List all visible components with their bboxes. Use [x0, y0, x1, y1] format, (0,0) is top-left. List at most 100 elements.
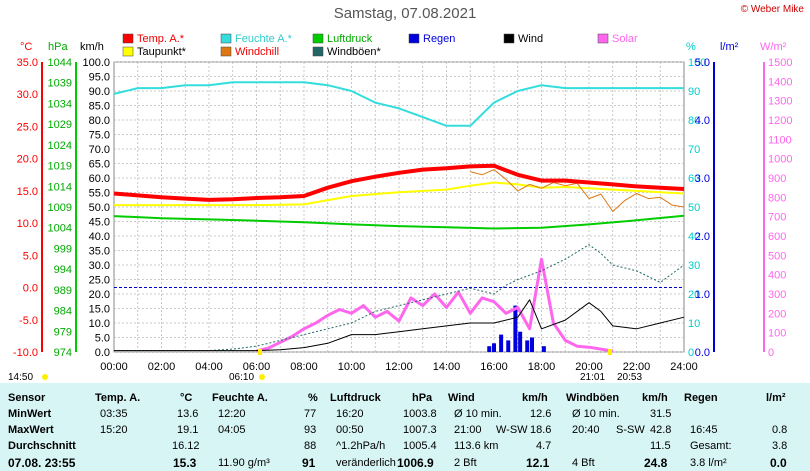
press-min-time: 16:20 — [336, 408, 364, 420]
kmh-tick-label: 55.0 — [89, 188, 110, 200]
solar-tick-label: 200 — [768, 308, 786, 320]
wind-unit: km/h — [522, 392, 548, 404]
solar-tick-label: 1000 — [768, 154, 792, 166]
pct-tick-label: 100 — [688, 57, 706, 69]
sunrise-label: 06:10 — [229, 372, 254, 383]
hpa-tick-label: 1009 — [48, 202, 72, 214]
stats-table: Sensor Temp. A. °C Feuchte A. % Luftdruc… — [0, 383, 810, 471]
press-max-time: 00:50 — [336, 424, 364, 436]
pct-tick-label: 30 — [688, 260, 700, 272]
legend-label-rain: Regen — [423, 33, 455, 45]
press-header: Luftdruck — [330, 392, 381, 404]
legend-swatch-dewpoint — [122, 46, 134, 57]
hpa-tick-label: 1039 — [48, 78, 72, 90]
temp-unit: °C — [180, 392, 193, 404]
rain-bar — [487, 346, 492, 352]
kmh-tick-label: 0.0 — [95, 347, 110, 359]
solar-tick-label: 400 — [768, 270, 786, 282]
hum-max-time: 04:05 — [218, 424, 246, 436]
pct-tick-label: 40 — [688, 231, 700, 243]
hpa-tick-label: 984 — [54, 306, 72, 318]
hum-min: 77 — [304, 408, 317, 420]
row-label-min: MinWert — [8, 408, 52, 420]
legend-swatch-humidity — [220, 33, 232, 44]
kmh-tick-label: 15.0 — [89, 304, 110, 316]
rain-tick-label: 1.0 — [695, 289, 710, 301]
wind-v1: 12.6 — [530, 408, 552, 420]
legend-label-dewpoint: Taupunkt* — [137, 46, 187, 58]
row-label-avg: Durchschnitt — [8, 440, 76, 452]
rain-bar — [525, 340, 530, 352]
hum-cur: 91 — [302, 456, 316, 470]
gust-v2: 42.8 — [650, 424, 672, 436]
kmh-tick-label: 90.0 — [89, 86, 110, 98]
wind-l3: 113.6 km — [454, 440, 499, 452]
kmh-tick-label: 95.0 — [89, 72, 110, 84]
rain-bar — [518, 331, 523, 352]
x-tick-label: 24:00 — [670, 361, 698, 373]
hpa-tick-label: 979 — [54, 326, 72, 338]
hum-min-time: 12:20 — [218, 408, 246, 420]
series-line-dewpoint — [114, 181, 685, 207]
temp-tick-label: 0.0 — [23, 283, 38, 295]
legend-label-gust: Windböen* — [327, 46, 382, 58]
sunrise-marker — [258, 349, 262, 355]
kmh-tick-label: 60.0 — [89, 173, 110, 185]
rain-axis-unit: l/m² — [720, 41, 739, 53]
legend-label-pressure: Luftdruck — [327, 33, 373, 45]
kmh-tick-label: 80.0 — [89, 115, 110, 127]
hum-header: Feuchte A. — [212, 392, 268, 404]
pct-tick-label: 50 — [688, 202, 700, 214]
wind-header: Wind — [448, 392, 475, 404]
solar-tick-label: 300 — [768, 289, 786, 301]
gust-v1: 31.5 — [650, 408, 672, 420]
pct-tick-label: 80 — [688, 115, 700, 127]
hum-abs: 11.90 g/m³ — [218, 457, 270, 469]
rain-tick-label: 4.0 — [695, 115, 710, 127]
press-unit: hPa — [412, 392, 433, 404]
rain-bar — [492, 343, 496, 352]
pct-tick-label: 90 — [688, 86, 700, 98]
solar-tick-label: 1300 — [768, 96, 792, 108]
row-label-max: MaxWert — [8, 424, 54, 436]
kmh-tick-label: 10.0 — [89, 318, 110, 330]
temp-min: 13.6 — [177, 408, 199, 420]
legend-label-temp: Temp. A.* — [137, 33, 185, 45]
rain-v2: 0.8 — [772, 424, 788, 436]
solar-tick-label: 600 — [768, 231, 786, 243]
rain-bar — [541, 346, 546, 352]
hpa-tick-label: 974 — [54, 347, 72, 359]
solar-tick-label: 1500 — [768, 57, 792, 69]
solar-tick-label: 1400 — [768, 76, 792, 88]
press-change-label: veränderlich — [336, 457, 396, 469]
temp-avg: 16.12 — [172, 440, 200, 452]
hpa-tick-label: 1019 — [48, 161, 72, 173]
rain-l2-time: 16:45 — [690, 424, 718, 436]
press-avg: 1005.4 — [403, 440, 437, 452]
temp-tick-label: -10.0 — [13, 347, 38, 359]
hpa-tick-label: 1044 — [48, 57, 72, 69]
x-tick-label: 00:00 — [100, 361, 128, 373]
rain-tick-label: 3.0 — [695, 173, 710, 185]
sunset-marker — [608, 349, 612, 355]
solar-tick-label: 1200 — [768, 115, 792, 127]
kmh-tick-label: 75.0 — [89, 130, 110, 142]
temp-axis-unit: °C — [20, 41, 32, 53]
wind-v3: 4.7 — [536, 440, 552, 452]
press-max: 1007.3 — [403, 424, 437, 436]
hpa-tick-label: 1029 — [48, 119, 72, 131]
rain-unit: l/m² — [766, 392, 786, 404]
gust-header: Windböen — [566, 392, 620, 404]
x-tick-label: 18:00 — [528, 361, 556, 373]
pct-tick-label: 20 — [688, 289, 700, 301]
wind-bft: 2 Bft — [454, 457, 477, 469]
legend-label-wind: Wind — [518, 33, 543, 45]
temp-tick-label: 15.0 — [17, 186, 38, 198]
wind-l2-dir: W-SW — [496, 424, 528, 436]
rain-total: 3.8 — [772, 440, 788, 452]
x-tick-label: 14:00 — [433, 361, 461, 373]
series-line-pressure — [113, 214, 685, 230]
temp-tick-label: 30.0 — [17, 89, 38, 101]
rain-cur: 0.0 — [770, 456, 787, 470]
legend-swatch-wind — [503, 33, 515, 44]
